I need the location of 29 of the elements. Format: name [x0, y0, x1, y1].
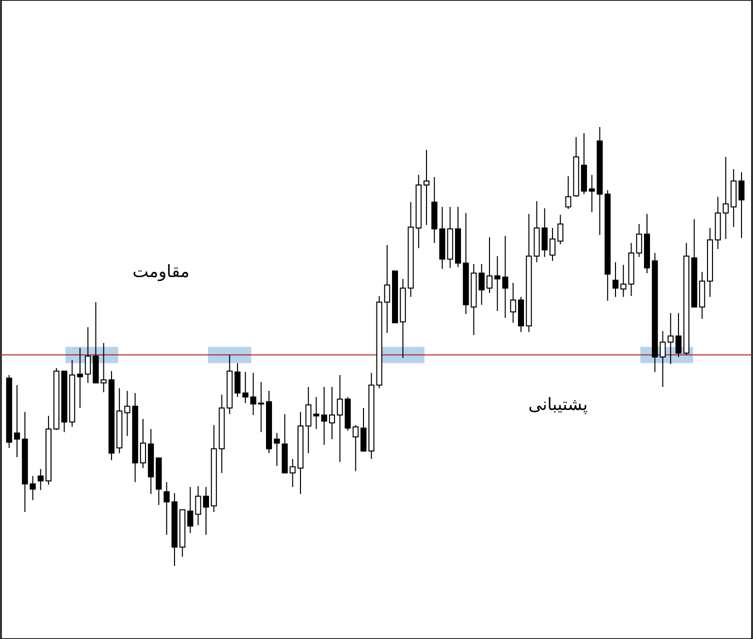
candlestick [242, 371, 248, 404]
candlestick [360, 407, 367, 452]
candlestick [164, 482, 170, 536]
candlestick [329, 386, 336, 440]
candlestick [38, 468, 44, 491]
candlestick [30, 476, 36, 501]
annotation: مقاومت [132, 262, 190, 282]
candlestick [305, 386, 312, 454]
candlestick [668, 312, 674, 365]
candlestick [565, 176, 572, 210]
candlestick [274, 432, 280, 466]
candlestick [557, 214, 564, 245]
candlestick [510, 282, 516, 324]
candlestick [14, 384, 20, 458]
candlestick [542, 208, 548, 258]
candlestick [612, 262, 618, 298]
candlestick [675, 312, 682, 358]
candlestick [77, 347, 84, 408]
annotation: پشتیبانی [528, 395, 588, 415]
candlestick [549, 227, 556, 262]
candlestick [234, 362, 241, 398]
candlestick [203, 486, 210, 536]
candlestick [636, 224, 642, 258]
candlestick [336, 374, 343, 462]
candlestick [424, 149, 430, 226]
candlestick [84, 326, 91, 384]
candlestick [486, 236, 492, 294]
candlestick [738, 172, 744, 239]
candlestick [140, 418, 146, 469]
